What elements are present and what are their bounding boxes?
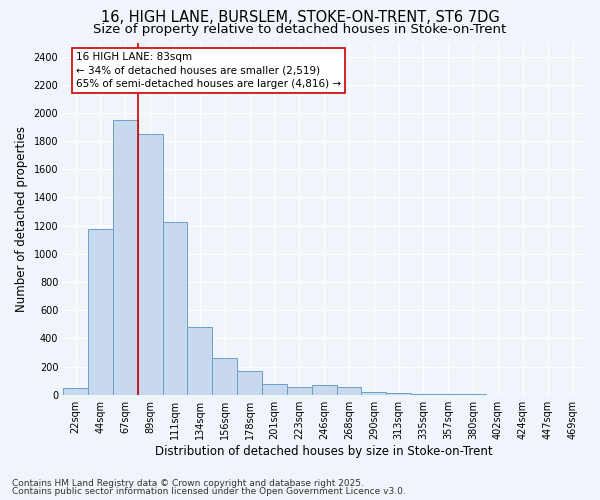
Bar — [237, 372, 262, 394]
Text: Contains public sector information licensed under the Open Government Licence v3: Contains public sector information licen… — [12, 487, 406, 496]
Text: Contains HM Land Registry data © Crown copyright and database right 2025.: Contains HM Land Registry data © Crown c… — [12, 478, 364, 488]
Bar — [212, 358, 237, 395]
Y-axis label: Number of detached properties: Number of detached properties — [15, 126, 28, 312]
Bar — [337, 387, 361, 394]
Bar — [63, 388, 88, 394]
Bar — [311, 385, 337, 394]
Text: 16, HIGH LANE, BURSLEM, STOKE-ON-TRENT, ST6 7DG: 16, HIGH LANE, BURSLEM, STOKE-ON-TRENT, … — [101, 10, 499, 25]
Bar — [163, 222, 187, 394]
Bar — [138, 134, 163, 394]
Bar — [88, 229, 113, 394]
Bar — [262, 384, 287, 394]
Text: 16 HIGH LANE: 83sqm
← 34% of detached houses are smaller (2,519)
65% of semi-det: 16 HIGH LANE: 83sqm ← 34% of detached ho… — [76, 52, 341, 89]
Bar — [187, 327, 212, 394]
X-axis label: Distribution of detached houses by size in Stoke-on-Trent: Distribution of detached houses by size … — [155, 444, 493, 458]
Bar — [113, 120, 138, 394]
Bar — [287, 387, 311, 394]
Bar — [361, 392, 386, 394]
Text: Size of property relative to detached houses in Stoke-on-Trent: Size of property relative to detached ho… — [94, 22, 506, 36]
